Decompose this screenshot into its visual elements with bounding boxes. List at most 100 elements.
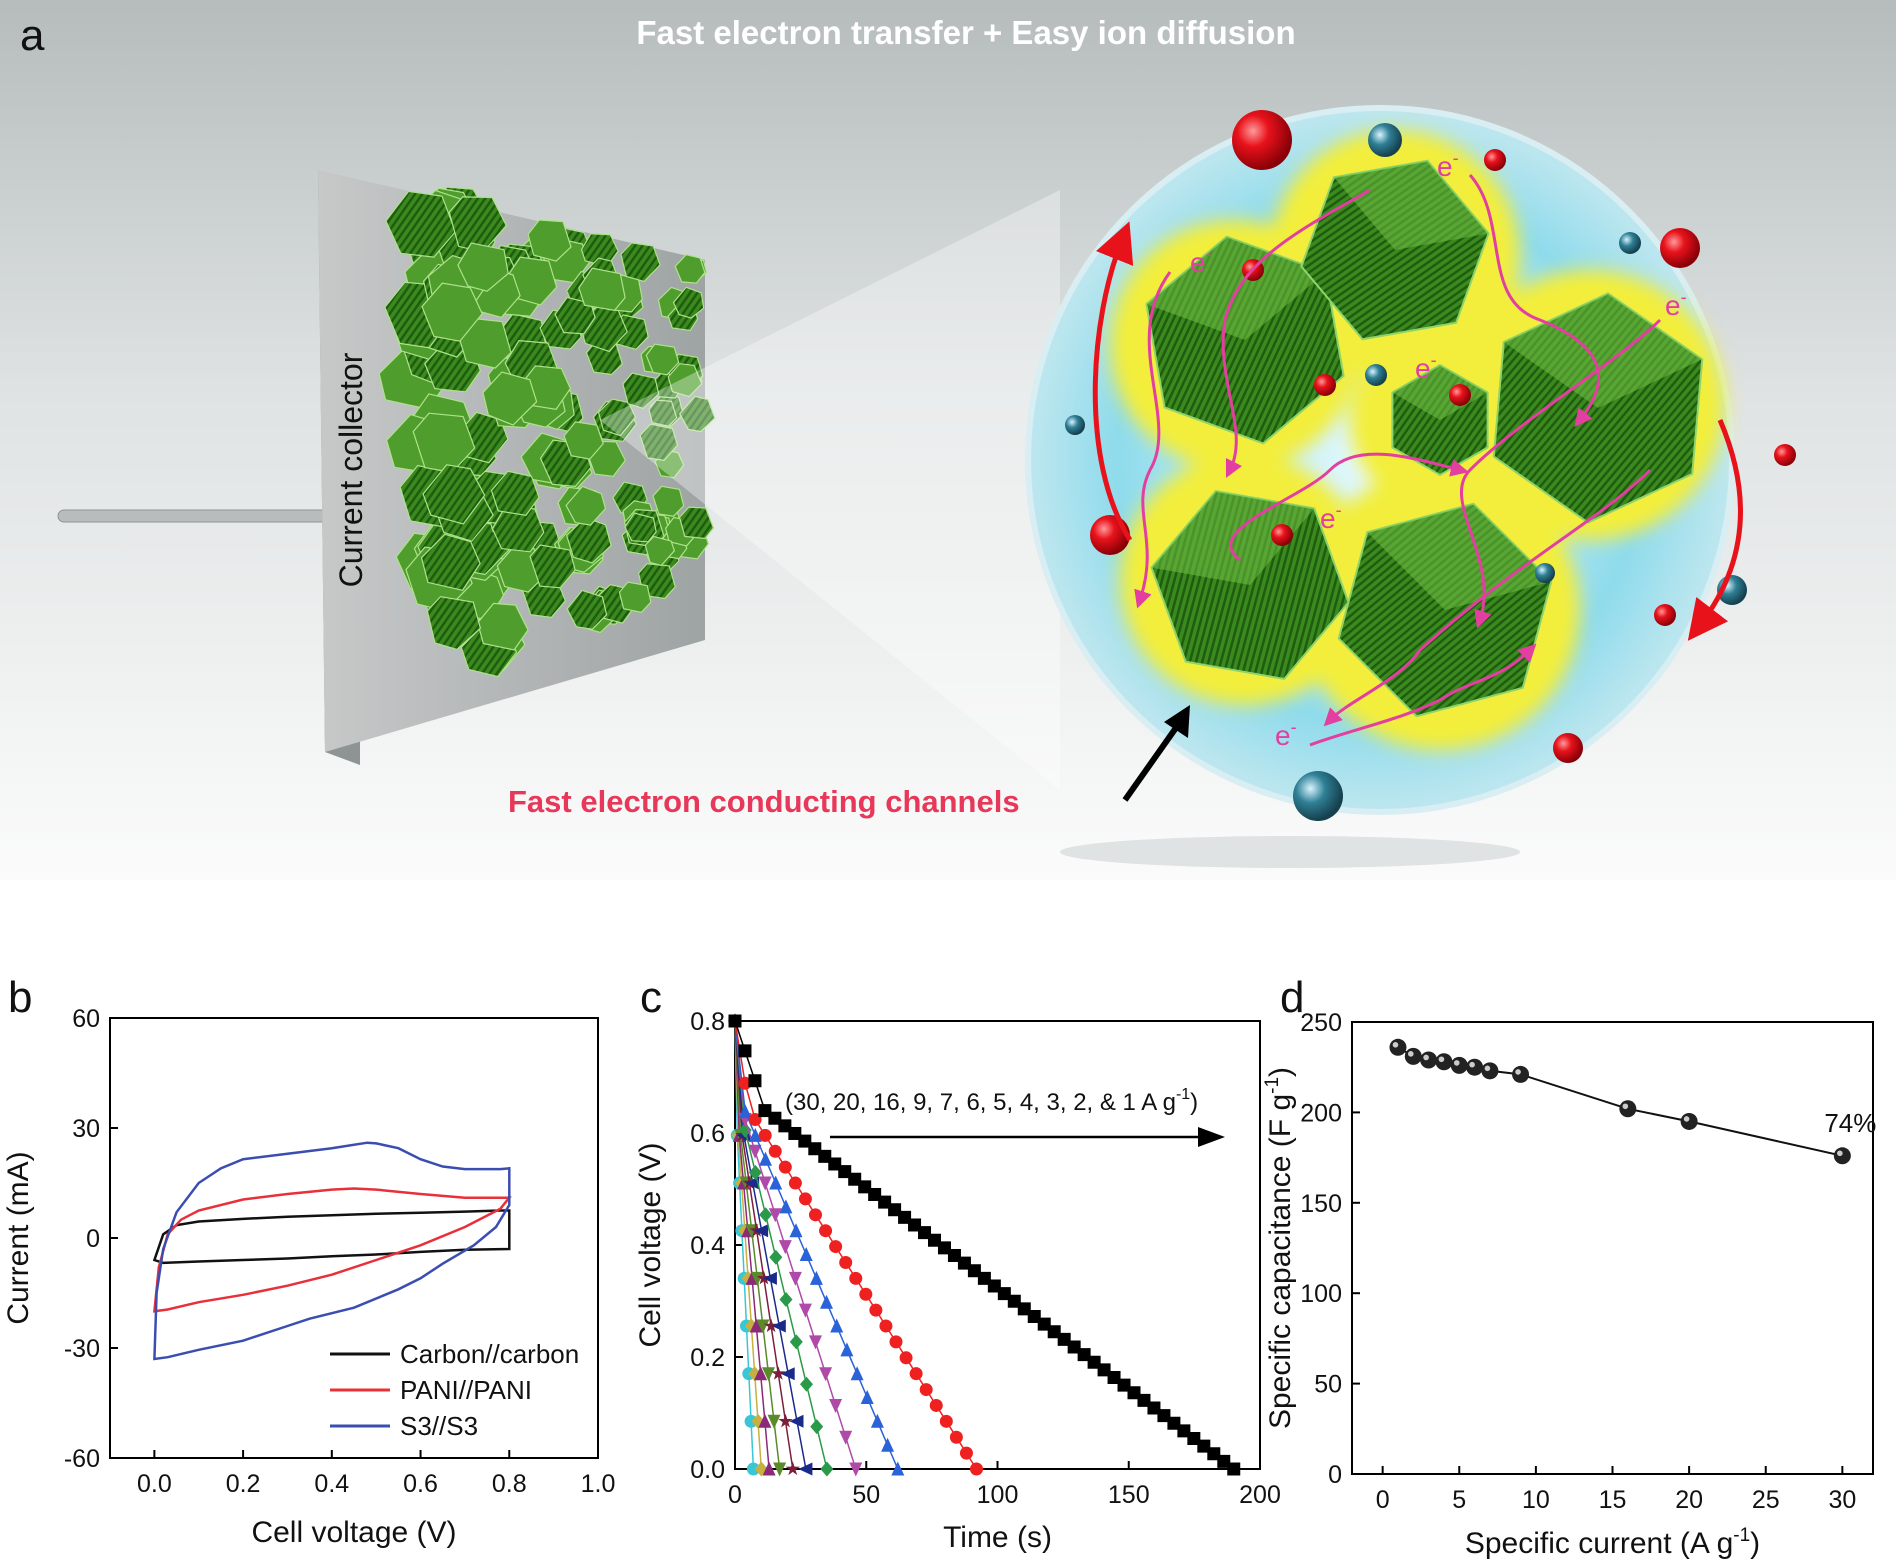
c-point-5a-g [748,1165,762,1180]
plate-crystal [426,595,482,651]
c-point-1a-g [1087,1355,1101,1369]
c-point-30a-g [735,1224,749,1238]
c-point-4a-g [728,1014,742,1029]
plate-crystal [420,533,481,591]
c-point-16a-g [762,1461,776,1476]
c-annotation-tail: ) [1190,1089,1198,1116]
c-point-5a-g [789,1334,803,1350]
c-point-1a-g [788,1126,802,1140]
d-y-tick-label: 150 [1300,1190,1342,1218]
zoomed-crystal [1492,292,1704,524]
c-point-7a-g [764,1318,779,1333]
zoomed-crystal [1337,502,1553,718]
c-point-1a-g [1117,1378,1131,1392]
c-point-1a-g [858,1180,872,1194]
c-point-6a-g [798,1462,813,1476]
c-point-2a-g [758,1128,772,1142]
c-point-1a-g [1137,1393,1151,1407]
anion-sphere [1535,563,1555,583]
c-point-9a-g [767,1414,781,1429]
c-point-9a-g [762,1367,775,1382]
c-point-4a-g [849,1462,863,1477]
plate-crystal [529,544,576,589]
c-annotation: (30, 20, 16, 9, 7, 6, 5, 4, 3, 2, & 1 A … [785,1086,1198,1116]
c-point-2a-g [889,1335,903,1349]
c-point-4a-g [768,1208,782,1223]
c-curve-1a-g [734,1020,1235,1470]
c-point-30a-g [737,1271,751,1285]
crystal-facet [1146,236,1326,340]
c-point-1a-g [1177,1424,1191,1438]
c-point-1a-g [738,1044,752,1058]
c-point-6a-g [727,1014,742,1028]
c-point-30a-g [746,1462,760,1476]
c-point-16a-g [737,1175,750,1190]
d-x-axis-label: Specific current (A g-1) [1465,1525,1760,1560]
d-x-axis-label-sup: -1 [1733,1525,1750,1546]
c-point-2a-g [949,1430,963,1444]
c-point-9a-g [750,1271,764,1286]
b-x-tick-label: 1.0 [581,1470,616,1498]
c-point-1a-g [918,1226,932,1240]
channels-pointer-head [1164,705,1190,738]
c-point-5a-g [769,1249,783,1265]
c-point-1a-g [1227,1462,1241,1476]
c-x-tick-label: 50 [852,1481,880,1509]
cation-sphere [1314,374,1336,396]
c-point-1a-g [997,1287,1011,1301]
d-x-tick-label: 30 [1828,1486,1856,1514]
c-point-20a-g [728,1013,742,1029]
c-point-1a-g [768,1111,782,1125]
zoom-cone [600,190,1060,790]
plate-crystal [578,267,626,311]
cation-sphere [1553,733,1583,763]
c-point-6a-g [789,1414,804,1428]
c-point-16a-g [741,1223,755,1238]
b-x-tick-label: 0.8 [492,1470,527,1498]
d-point-highlight [1392,1042,1399,1048]
c-point-4a-g [738,1113,752,1127]
anion-sphere [1365,364,1387,386]
plate-crystal [457,242,509,292]
d-point-highlight [1484,1065,1491,1072]
c-plot-frame [734,1020,1261,1470]
c-point-20a-g [748,1366,762,1382]
c-y-tick-label: 0.8 [690,1008,725,1036]
c-point-1a-g [898,1210,912,1224]
c-point-7a-g [771,1366,786,1380]
c-point-3a-g [840,1342,854,1357]
c-point-30a-g [739,1319,753,1333]
c-point-2a-g [748,1112,762,1126]
c-point-1a-g [868,1187,882,1201]
c-point-3a-g [738,1104,752,1119]
wire [57,509,329,523]
c-point-2a-g [839,1255,853,1269]
c-annotation-arrow-head [1198,1127,1225,1147]
c-point-2a-g [738,1076,752,1090]
b-legend-label: PANI//PANI [400,1375,532,1405]
d-line [1397,1046,1843,1157]
c-point-1a-g [1007,1294,1021,1308]
c-point-4a-g [819,1367,833,1382]
b-x-tick-label: 0.2 [226,1470,261,1498]
c-point-1a-g [1207,1447,1221,1461]
c-point-20a-g [735,1175,749,1191]
d-point [1404,1047,1422,1065]
c-y-tick-label: 0.2 [690,1344,725,1372]
c-point-5a-g [800,1376,813,1392]
c-point-9a-g [728,1014,742,1029]
panel-c-letter: c [640,973,662,1022]
d-y-tick-label: 50 [1314,1371,1342,1399]
c-point-6a-g [762,1271,777,1285]
d-point-highlight [1469,1061,1475,1068]
c-point-1a-g [937,1241,951,1255]
c-point-20a-g [744,1318,758,1334]
electron-superscript: - [1291,717,1297,737]
zoomed-crystal [1300,159,1490,341]
c-point-9a-g [739,1176,753,1191]
c-point-5a-g [820,1461,834,1477]
c-point-6a-g [754,1224,769,1238]
b-legend-label: S3//S3 [400,1411,478,1441]
b-y-tick-label: 60 [72,1005,100,1033]
c-point-1a-g [1187,1431,1201,1445]
